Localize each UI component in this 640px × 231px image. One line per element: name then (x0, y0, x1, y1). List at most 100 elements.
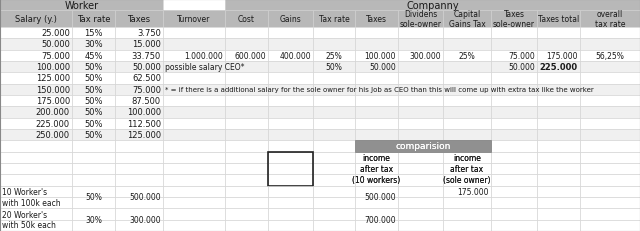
Bar (491, 175, 537, 186)
Bar (115, 11, 163, 28)
Bar (443, 39, 491, 50)
Bar (268, 220, 313, 231)
Text: 50%: 50% (84, 119, 103, 128)
Bar (0, 163, 72, 175)
Bar (537, 197, 580, 208)
Text: 225.000: 225.000 (540, 63, 578, 72)
Bar (313, 129, 355, 141)
Text: 25.000: 25.000 (41, 29, 70, 38)
Bar (0, 11, 72, 28)
Bar (443, 163, 491, 175)
Bar (0, 118, 72, 129)
Bar (398, 96, 443, 107)
Text: Taxes
sole-owner: Taxes sole-owner (493, 10, 535, 29)
Bar (580, 141, 640, 152)
Text: 75.000: 75.000 (508, 52, 535, 61)
Bar (398, 208, 443, 220)
Bar (115, 208, 163, 220)
Bar (398, 50, 443, 62)
Bar (115, 152, 163, 163)
Bar (580, 186, 640, 197)
Bar (0, 141, 72, 152)
Bar (313, 141, 355, 152)
Bar (115, 197, 163, 208)
Bar (163, 152, 225, 163)
Bar (580, 163, 640, 175)
Bar (225, 175, 268, 186)
Bar (225, 208, 268, 220)
Bar (115, 220, 163, 231)
Bar (355, 11, 398, 28)
Bar (313, 175, 355, 186)
Bar (355, 197, 398, 208)
Bar (491, 118, 537, 129)
Bar (268, 50, 313, 62)
Bar (537, 186, 580, 197)
Bar (580, 107, 640, 118)
Bar (115, 62, 163, 73)
Bar (225, 141, 268, 152)
Bar (0, 186, 72, 197)
Bar (491, 141, 537, 152)
Bar (225, 118, 268, 129)
Text: 25%: 25% (459, 52, 476, 61)
Bar (72, 28, 115, 39)
Text: 50%: 50% (326, 63, 342, 72)
Text: Cost: Cost (238, 15, 255, 24)
Bar (398, 129, 443, 141)
Bar (443, 141, 491, 152)
Text: 45%: 45% (84, 52, 103, 61)
Bar (268, 152, 313, 163)
Text: Dividens
sole-owner: Dividens sole-owner (399, 10, 442, 29)
Bar (268, 152, 313, 163)
Bar (115, 163, 163, 175)
Bar (443, 152, 491, 163)
Bar (313, 107, 355, 118)
Bar (225, 107, 268, 118)
Text: 25%: 25% (326, 52, 342, 61)
Text: 50%: 50% (85, 193, 102, 202)
Bar (443, 220, 491, 231)
Bar (0, 208, 72, 220)
Bar (115, 84, 163, 96)
Bar (443, 62, 491, 73)
Bar (268, 186, 313, 197)
Bar (491, 39, 537, 50)
Bar (443, 197, 491, 208)
Text: 175.000: 175.000 (547, 52, 578, 61)
Bar (268, 163, 313, 175)
Text: 50%: 50% (84, 63, 103, 72)
Bar (72, 220, 115, 231)
Text: Turnover: Turnover (177, 15, 211, 24)
Bar (225, 84, 268, 96)
Bar (443, 50, 491, 62)
Bar (72, 96, 115, 107)
Bar (491, 62, 537, 73)
Bar (225, 197, 268, 208)
Text: comparision: comparision (396, 142, 451, 151)
Bar (163, 28, 225, 39)
Text: 500.000: 500.000 (129, 193, 161, 202)
Bar (72, 50, 115, 62)
Bar (163, 11, 225, 28)
Bar (0, 84, 72, 96)
Bar (72, 141, 115, 152)
Bar (225, 152, 268, 163)
Bar (72, 129, 115, 141)
Bar (398, 152, 443, 163)
Bar (537, 152, 580, 163)
Bar (580, 28, 640, 39)
Text: 56,25%: 56,25% (596, 52, 625, 61)
Text: Gains: Gains (280, 15, 301, 24)
Bar (398, 186, 443, 197)
Bar (163, 163, 225, 175)
Bar (115, 141, 163, 152)
Text: overall
tax rate: overall tax rate (595, 10, 625, 29)
Bar (537, 220, 580, 231)
Text: 10 Worker's
with 100k each: 10 Worker's with 100k each (2, 188, 61, 207)
Bar (163, 96, 225, 107)
Bar (355, 129, 398, 141)
Bar (537, 141, 580, 152)
Bar (225, 129, 268, 141)
Bar (225, 163, 268, 175)
